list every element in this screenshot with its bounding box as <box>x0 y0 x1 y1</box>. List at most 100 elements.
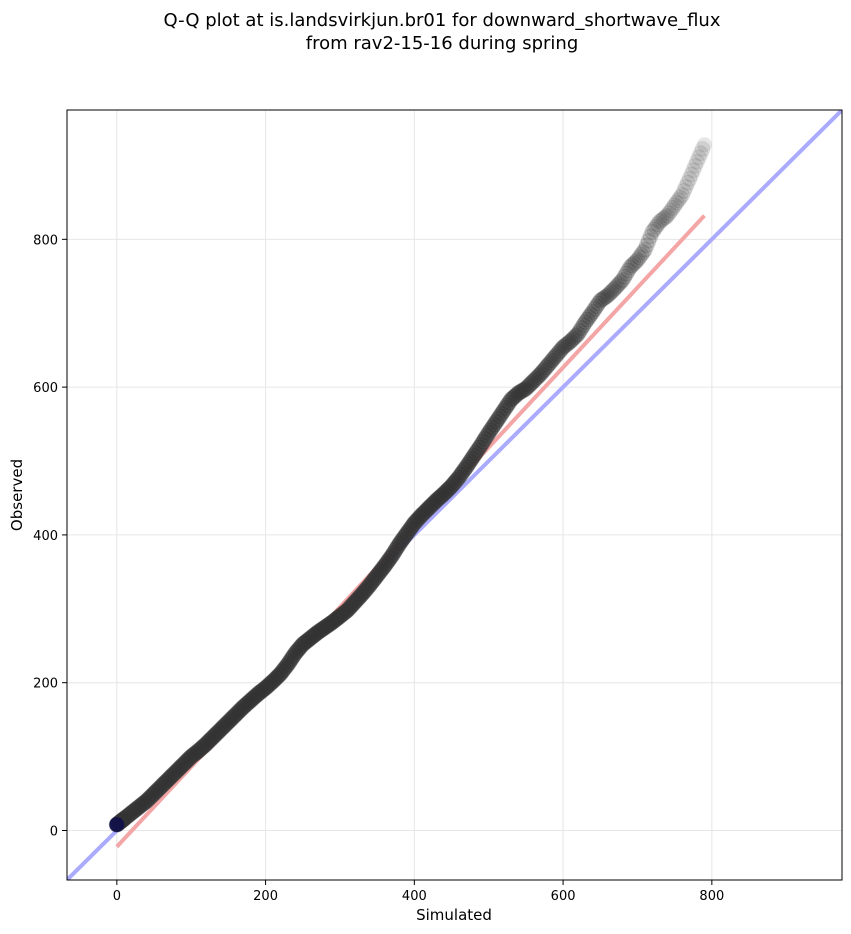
quantile-point <box>475 433 492 450</box>
quantile-point <box>467 445 484 462</box>
quantile-point <box>516 381 533 398</box>
plot-frame <box>66 109 843 881</box>
quantile-point <box>476 430 493 447</box>
quantile-point <box>525 373 542 390</box>
y-tick-label: 200 <box>33 677 58 692</box>
quantile-point <box>674 186 691 203</box>
quantile-point <box>564 331 581 348</box>
quantile-point <box>523 375 540 392</box>
quantile-point <box>503 391 520 408</box>
x-tick-label: 400 <box>402 889 427 904</box>
quantile-point <box>666 197 683 214</box>
quantile-point <box>556 337 573 354</box>
quantile-point <box>679 174 696 191</box>
quantile-point <box>692 145 709 162</box>
quantile-point <box>620 262 637 279</box>
quantile-point <box>601 285 618 302</box>
quantile-point <box>530 367 547 384</box>
quantile-point <box>592 292 609 309</box>
quantile-point <box>605 281 622 298</box>
quantile-point-min <box>109 817 125 833</box>
quantile-point <box>677 178 694 195</box>
quantile-point <box>562 333 579 350</box>
quantile-point <box>551 343 568 360</box>
quantile-point <box>612 273 629 290</box>
quantile-point <box>488 413 505 430</box>
quantile-point <box>536 361 553 378</box>
quantile-point <box>504 390 521 407</box>
quantile-point <box>614 271 631 288</box>
quantile-point <box>675 182 692 199</box>
quantile-point <box>491 408 508 425</box>
quantile-point <box>499 397 516 414</box>
quantile-point <box>610 276 627 293</box>
quantile-point <box>696 137 712 153</box>
quantile-point <box>687 157 704 174</box>
x-tick-label: 600 <box>551 889 576 904</box>
x-tick-label: 200 <box>253 889 278 904</box>
quantile-point <box>463 450 480 467</box>
x-tick-label: 800 <box>699 889 724 904</box>
quantile-point <box>473 436 490 453</box>
quantile-point <box>512 383 529 400</box>
quantile-point <box>493 405 510 422</box>
quantile-point <box>478 427 495 444</box>
quantile-point <box>664 199 681 216</box>
quantile-point <box>603 283 620 300</box>
quantile-point <box>597 288 614 305</box>
quantile-point <box>514 382 531 399</box>
axis-ticks: 0 200 400 600 800 0 200 400 600 800 <box>33 233 724 904</box>
quantile-point <box>644 223 661 240</box>
quantile-point <box>648 218 665 235</box>
quantile-point <box>497 399 514 416</box>
quantile-point <box>685 162 702 179</box>
quantile-point <box>575 317 592 334</box>
quantile-point <box>690 149 707 166</box>
quantile-point <box>662 202 679 219</box>
quantile-point <box>683 166 700 183</box>
quantile-point <box>549 345 566 362</box>
quantile-point <box>495 402 512 419</box>
quantile-point <box>594 291 611 308</box>
quantile-point <box>681 170 698 187</box>
quantile-point <box>625 255 642 272</box>
quantile-point <box>540 356 557 373</box>
quantile-point <box>568 327 585 344</box>
quantile-point <box>573 319 590 336</box>
quantile-point <box>622 259 639 276</box>
quantile-point <box>599 287 616 304</box>
quantile-point <box>616 268 633 285</box>
quantile-point <box>627 253 644 270</box>
quantile-point <box>462 453 479 470</box>
quantile-point <box>521 376 538 393</box>
quantile-point <box>569 325 586 342</box>
quantile-point <box>534 363 551 380</box>
quantile-point <box>584 303 601 320</box>
y-tick-label: 800 <box>33 233 58 248</box>
quantile-point <box>579 311 596 328</box>
quantile-point <box>670 192 687 209</box>
quantile-point <box>655 210 672 227</box>
quantile-point <box>581 308 598 325</box>
quantile-point <box>672 189 689 206</box>
quantile-point <box>555 339 572 356</box>
quantile-point <box>471 439 488 456</box>
y-tick-label: 400 <box>33 529 58 544</box>
quantile-point <box>694 140 711 157</box>
quantile-point <box>532 365 549 382</box>
quantile-point <box>642 228 659 245</box>
quantile-point <box>640 232 657 249</box>
quantile-point <box>607 280 624 297</box>
quantile-point <box>484 419 501 436</box>
quantile-point <box>649 216 666 233</box>
quantile-point <box>571 322 588 339</box>
quantile-point <box>501 394 518 411</box>
quantile-point <box>542 354 559 371</box>
quantile-point <box>486 416 503 433</box>
y-axis-label: Observed <box>8 459 26 531</box>
quantile-point <box>465 447 482 464</box>
quantile-point <box>527 371 544 388</box>
y-tick-label: 0 <box>50 824 58 839</box>
quantile-point <box>609 278 626 295</box>
quantile-point <box>460 456 477 473</box>
